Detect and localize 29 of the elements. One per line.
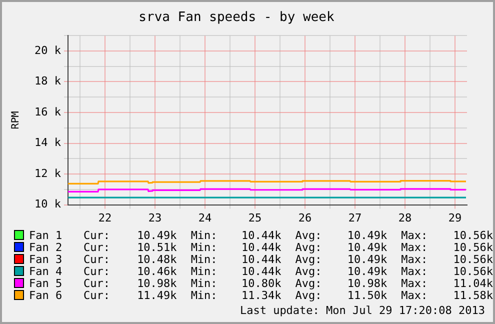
legend-label: Fan 4 [28, 265, 64, 278]
y-tick-label: 10 k [34, 198, 62, 211]
x-tick-label: 26 [298, 211, 312, 224]
text: Cur: 10.98k Min: 10.80k Avg: 10.98k Max: 11.04k [84, 277, 493, 290]
legend-label: Fan 3 [28, 253, 64, 266]
y-tick-label: 20 k [34, 44, 62, 57]
text: Cur: 11.49k Min: 11.34k Avg: 11.50k Max: 11.58k [84, 289, 493, 302]
text: Cur: 10.46k Min: 10.44k Avg: 10.49k Max: 10.56k [84, 265, 493, 278]
x-tick-label: 27 [348, 211, 362, 224]
text: Cur: 10.49k Min: 10.44k Avg: 10.49k Max: 10.56k [84, 229, 493, 242]
y-tick-label: 18 k [34, 74, 62, 88]
text: Last update: Mon Jul 29 17:20:08 2013 [240, 304, 485, 317]
x-tick-label: 29 [448, 211, 462, 224]
text: Cur: 10.51k Min: 10.44k Avg: 10.49k Max: 10.56k [84, 241, 493, 254]
x-tick-label: 22 [98, 211, 112, 224]
legend-label: Fan 1 [28, 229, 64, 242]
y-tick-label: 12 k [34, 166, 62, 180]
x-tick-label: 28 [398, 211, 412, 224]
text: Cur: 10.48k Min: 10.44k Avg: 10.49k Max: 10.56k [84, 253, 493, 266]
y-tick-label: 16 k [34, 105, 62, 118]
y-tick-label: 14 k [34, 136, 62, 150]
legend-label: Fan 5 [28, 277, 64, 290]
x-tick-label: 23 [148, 211, 162, 224]
legend-label: Fan 2 [28, 241, 64, 254]
y-axis-title: RPM [10, 111, 22, 130]
legend-label: Fan 6 [28, 289, 64, 302]
x-tick-label: 24 [198, 211, 212, 224]
chart-title: srva Fan speeds - by week [138, 10, 335, 26]
x-tick-label: 25 [248, 211, 262, 224]
